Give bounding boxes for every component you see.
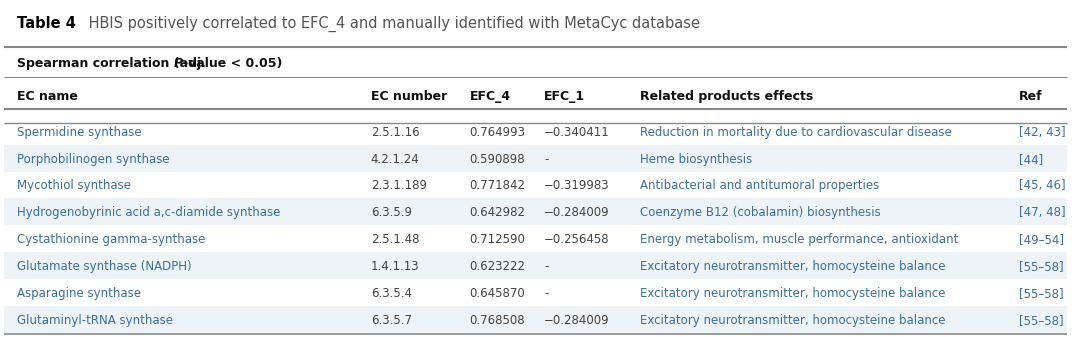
Text: 0.768508: 0.768508 bbox=[470, 314, 525, 327]
Text: −0.256458: −0.256458 bbox=[544, 233, 609, 246]
Text: [44]: [44] bbox=[1020, 153, 1043, 165]
Text: 4.2.1.24: 4.2.1.24 bbox=[370, 153, 419, 165]
Bar bbox=[4, 252, 1067, 279]
Text: -value < 0.05): -value < 0.05) bbox=[183, 57, 282, 70]
Text: Antibacterial and antitumoral properties: Antibacterial and antitumoral properties bbox=[639, 180, 879, 192]
Text: 0.590898: 0.590898 bbox=[470, 153, 525, 165]
Text: P: P bbox=[174, 57, 184, 70]
Text: −0.284009: −0.284009 bbox=[544, 314, 609, 327]
Text: 6.3.5.4: 6.3.5.4 bbox=[370, 287, 411, 300]
Text: Excitatory neurotransmitter, homocysteine balance: Excitatory neurotransmitter, homocystein… bbox=[639, 260, 945, 273]
Text: EC name: EC name bbox=[17, 90, 78, 103]
Text: 2.5.1.48: 2.5.1.48 bbox=[370, 233, 419, 246]
Text: Energy metabolism, muscle performance, antioxidant: Energy metabolism, muscle performance, a… bbox=[639, 233, 958, 246]
Text: [49–54]: [49–54] bbox=[1020, 233, 1064, 246]
Text: Asparagine synthase: Asparagine synthase bbox=[17, 287, 140, 300]
Text: [55–58]: [55–58] bbox=[1020, 260, 1064, 273]
Text: 0.623222: 0.623222 bbox=[470, 260, 526, 273]
Text: 2.3.1.189: 2.3.1.189 bbox=[370, 180, 427, 192]
Text: HBIS positively correlated to EFC_4 and manually identified with MetaCyc databas: HBIS positively correlated to EFC_4 and … bbox=[84, 16, 700, 32]
Text: Mycothiol synthase: Mycothiol synthase bbox=[17, 180, 131, 192]
Text: 0.764993: 0.764993 bbox=[470, 126, 526, 139]
Text: 0.645870: 0.645870 bbox=[470, 287, 525, 300]
Text: 0.712590: 0.712590 bbox=[470, 233, 526, 246]
Text: −0.284009: −0.284009 bbox=[544, 206, 609, 219]
Text: Related products effects: Related products effects bbox=[639, 90, 813, 103]
Bar bbox=[4, 306, 1067, 333]
Text: Hydrogenobyrinic acid a,c-diamide synthase: Hydrogenobyrinic acid a,c-diamide syntha… bbox=[17, 206, 281, 219]
Text: −0.319983: −0.319983 bbox=[544, 180, 609, 192]
Text: Glutaminyl-tRNA synthase: Glutaminyl-tRNA synthase bbox=[17, 314, 173, 327]
Text: Excitatory neurotransmitter, homocysteine balance: Excitatory neurotransmitter, homocystein… bbox=[639, 287, 945, 300]
Text: Reduction in mortality due to cardiovascular disease: Reduction in mortality due to cardiovasc… bbox=[639, 126, 951, 139]
Text: Heme biosynthesis: Heme biosynthesis bbox=[639, 153, 752, 165]
Bar bbox=[4, 145, 1067, 172]
Text: Coenzyme B12 (cobalamin) biosynthesis: Coenzyme B12 (cobalamin) biosynthesis bbox=[639, 206, 880, 219]
Text: 0.771842: 0.771842 bbox=[470, 180, 526, 192]
Text: 0.642982: 0.642982 bbox=[470, 206, 526, 219]
Text: Glutamate synthase (NADPH): Glutamate synthase (NADPH) bbox=[17, 260, 191, 273]
Text: -: - bbox=[544, 260, 549, 273]
Text: Excitatory neurotransmitter, homocysteine balance: Excitatory neurotransmitter, homocystein… bbox=[639, 314, 945, 327]
Text: 2.5.1.16: 2.5.1.16 bbox=[370, 126, 419, 139]
Text: [47, 48]: [47, 48] bbox=[1020, 206, 1066, 219]
Text: Table 4: Table 4 bbox=[17, 16, 76, 31]
Text: EFC_1: EFC_1 bbox=[544, 90, 585, 103]
Text: [55–58]: [55–58] bbox=[1020, 314, 1064, 327]
Text: Cystathionine gamma-synthase: Cystathionine gamma-synthase bbox=[17, 233, 205, 246]
Text: Spearman correlation (adj.: Spearman correlation (adj. bbox=[17, 57, 211, 70]
Bar bbox=[4, 198, 1067, 225]
Text: 6.3.5.7: 6.3.5.7 bbox=[370, 314, 411, 327]
Text: [45, 46]: [45, 46] bbox=[1020, 180, 1066, 192]
Text: EFC_4: EFC_4 bbox=[470, 90, 511, 103]
Text: Ref: Ref bbox=[1020, 90, 1042, 103]
Text: 1.4.1.13: 1.4.1.13 bbox=[370, 260, 419, 273]
Text: [55–58]: [55–58] bbox=[1020, 287, 1064, 300]
Text: EC number: EC number bbox=[370, 90, 447, 103]
Text: 6.3.5.9: 6.3.5.9 bbox=[370, 206, 411, 219]
Text: -: - bbox=[544, 153, 549, 165]
Text: -: - bbox=[544, 287, 549, 300]
Text: [42, 43]: [42, 43] bbox=[1020, 126, 1066, 139]
Text: −0.340411: −0.340411 bbox=[544, 126, 610, 139]
Text: Spermidine synthase: Spermidine synthase bbox=[17, 126, 141, 139]
Text: Porphobilinogen synthase: Porphobilinogen synthase bbox=[17, 153, 170, 165]
